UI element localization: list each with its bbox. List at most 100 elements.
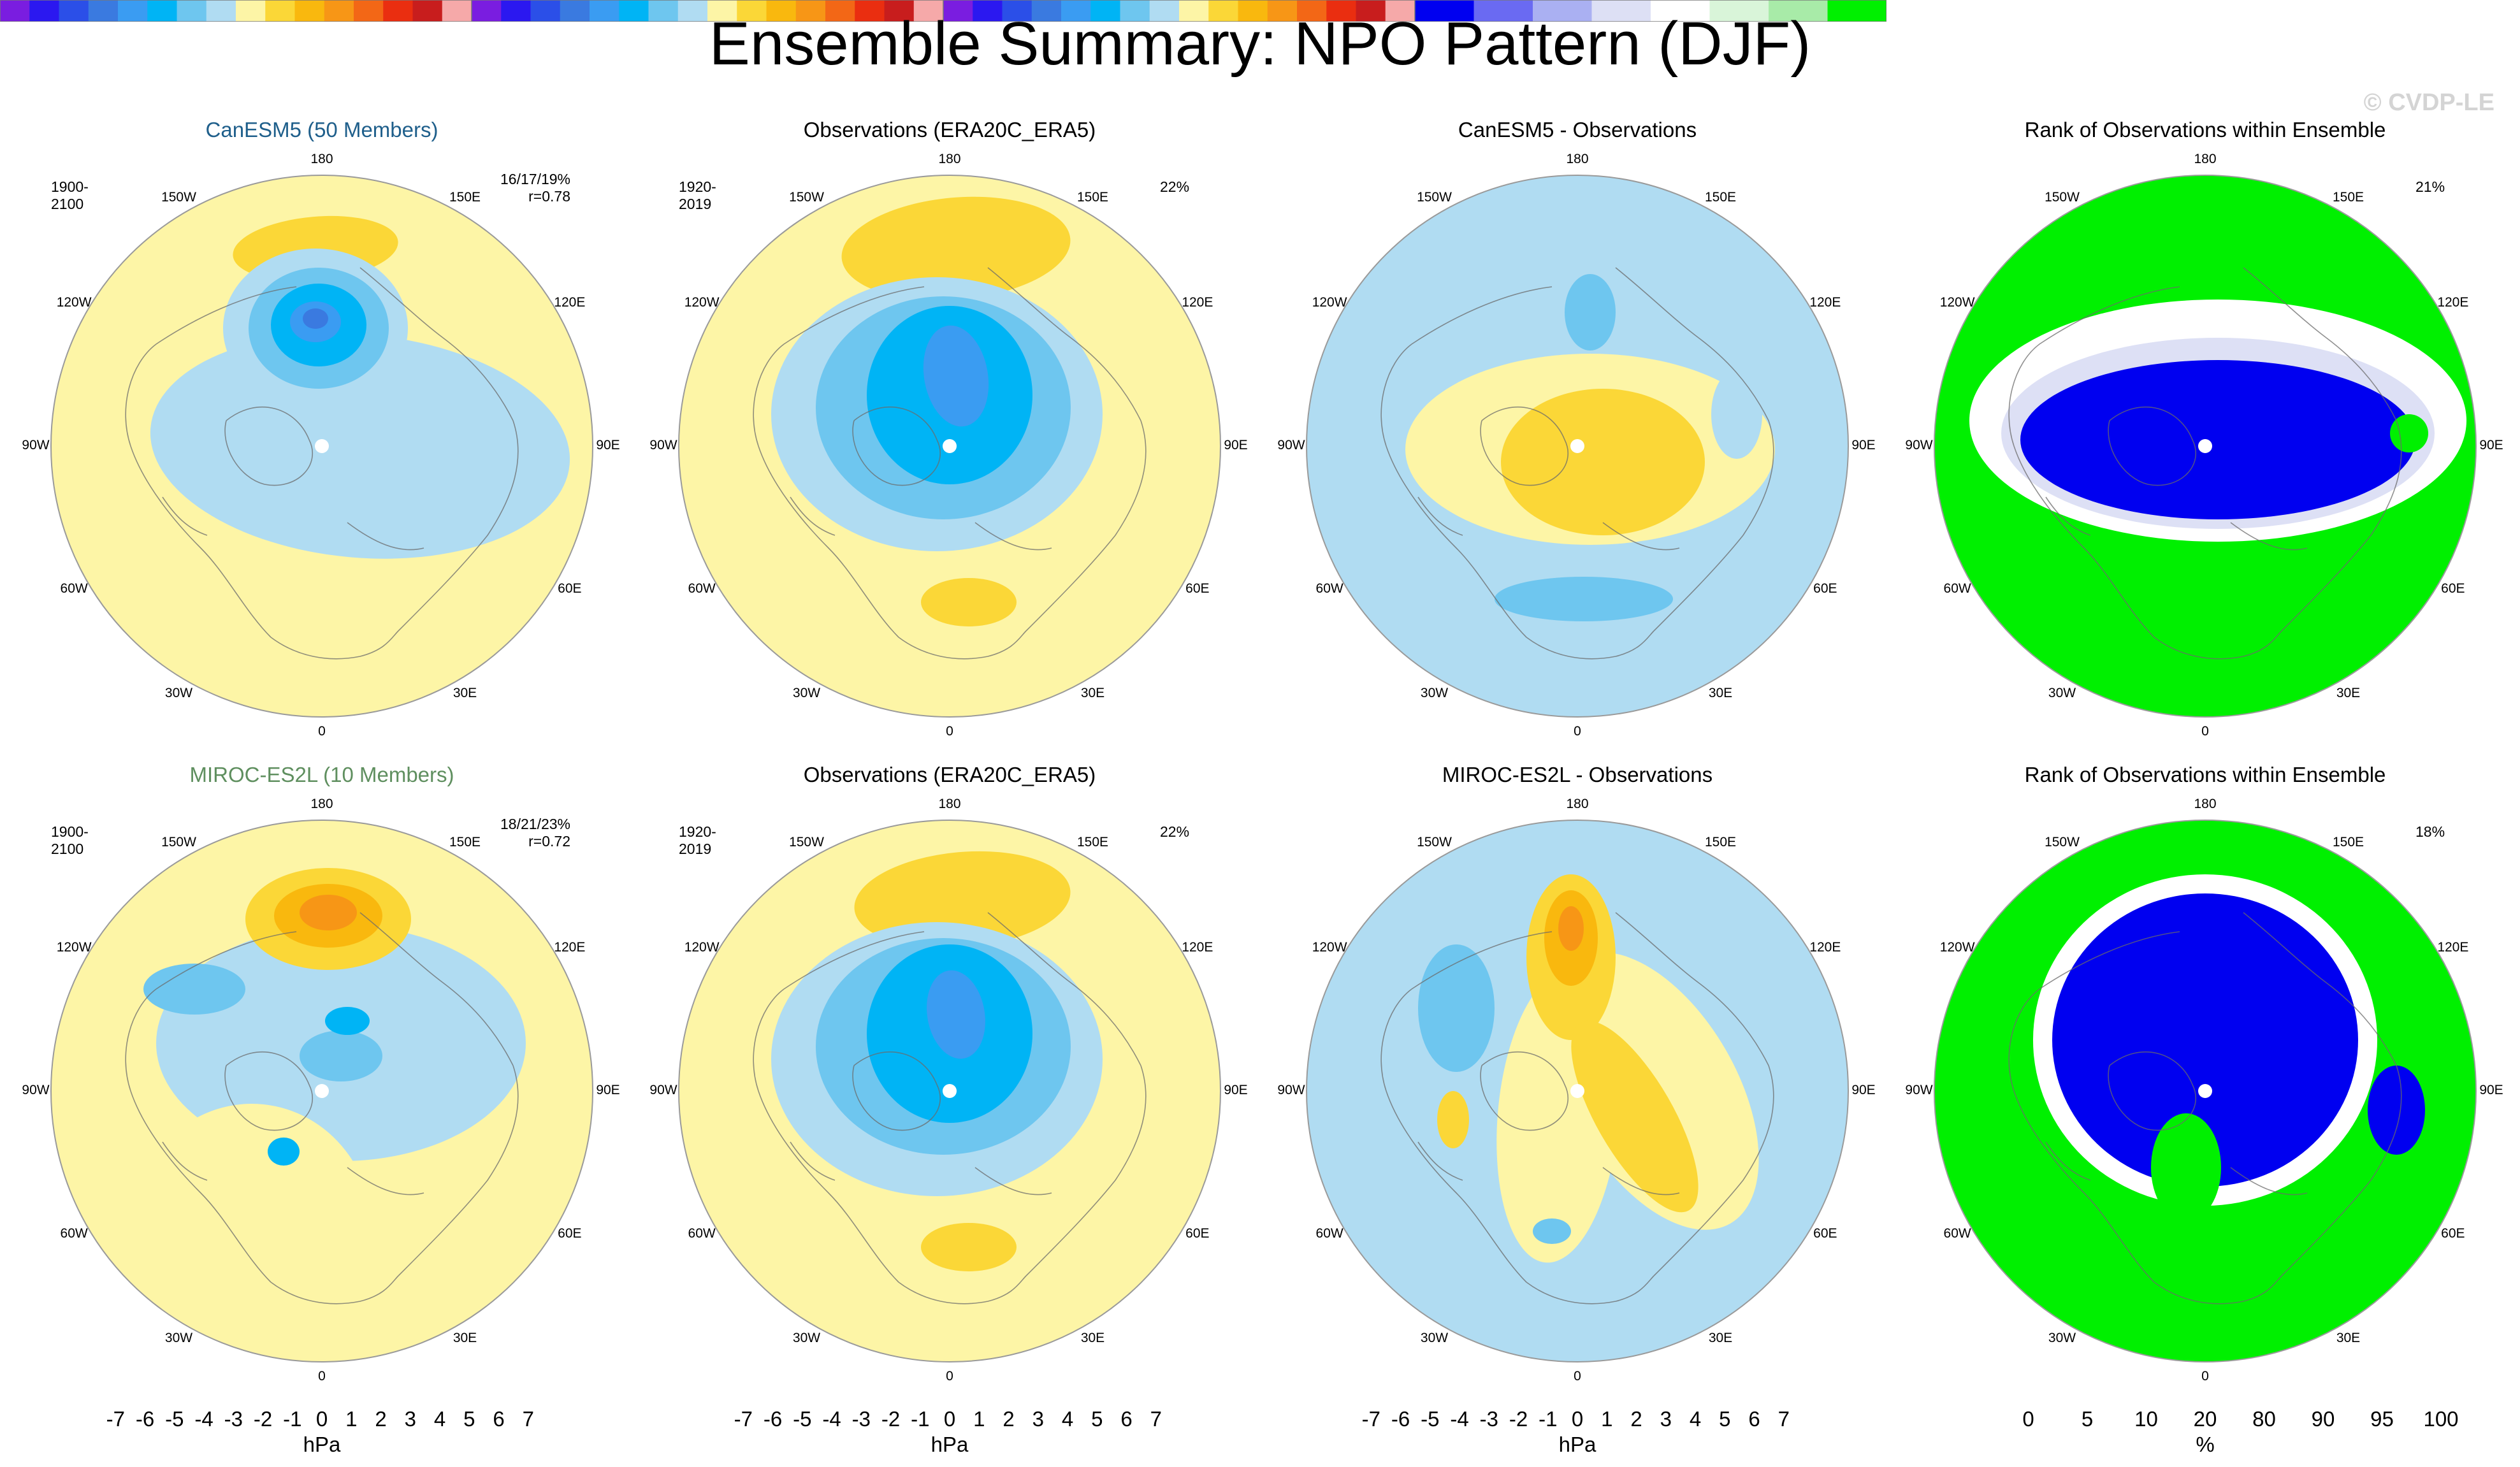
coastline xyxy=(974,1167,1052,1196)
polar-map xyxy=(50,175,593,718)
polar-map xyxy=(678,820,1221,1362)
longitude-label: 120W xyxy=(56,939,92,955)
longitude-label: 60W xyxy=(1315,1225,1343,1241)
longitude-label: 60E xyxy=(1813,1225,1837,1241)
longitude-label: 150W xyxy=(161,190,196,205)
rank-100-lobe xyxy=(2151,1113,2221,1222)
colorbar-unit: hPa xyxy=(303,1433,341,1456)
polar-map xyxy=(1306,175,1849,718)
longitude-label: 120E xyxy=(554,294,586,310)
longitude-label: 90E xyxy=(1851,438,1876,452)
colorbar-swatch xyxy=(707,0,737,22)
coastline xyxy=(987,267,1141,421)
coastline xyxy=(1653,420,1774,632)
colorbar-tick: -6 xyxy=(135,1407,155,1431)
colorbar-tick: 0 xyxy=(1571,1407,1584,1431)
longitude-label: 120W xyxy=(1939,294,1975,310)
negative-diff-1 xyxy=(1418,944,1495,1072)
longitude-label: 60W xyxy=(1943,581,1971,596)
longitude-label: 0 xyxy=(946,1369,953,1384)
longitude-label: 120W xyxy=(1312,294,1347,310)
coastline xyxy=(224,406,313,486)
map-border xyxy=(50,175,593,718)
high-mediterranean xyxy=(921,578,1017,626)
colorbar-tick: -5 xyxy=(1421,1407,1440,1431)
longitude-label: 30W xyxy=(792,1330,821,1345)
colorbar-tick: 2 xyxy=(375,1407,387,1431)
longitude-label: 150W xyxy=(789,190,824,205)
coastline xyxy=(2008,931,2180,1092)
colorbar-swatch xyxy=(825,0,855,22)
coastline xyxy=(987,912,1141,1066)
longitude-label: 90E xyxy=(596,1083,620,1097)
longitude-label: 90E xyxy=(2479,1083,2503,1097)
north-pole-marker xyxy=(2198,439,2212,453)
colorbar-swatch xyxy=(795,0,826,22)
low-center xyxy=(325,1007,370,1035)
colorbar xyxy=(943,0,1416,22)
longitude-label: 60W xyxy=(1315,581,1343,596)
colorbar-swatch xyxy=(324,0,354,22)
longitude-label: 150W xyxy=(2045,190,2080,205)
longitude-label: 90E xyxy=(1224,438,1248,452)
map-border xyxy=(678,820,1221,1362)
colorbar-swatch xyxy=(1090,0,1120,22)
map-border xyxy=(50,820,593,1362)
map-border xyxy=(1306,175,1849,718)
colorbar-tick: 6 xyxy=(1120,1407,1133,1431)
stat-line2: r=0.72 xyxy=(528,833,570,849)
colorbar-tick: 90 xyxy=(2311,1407,2335,1431)
stat-line2: r=0.78 xyxy=(528,188,570,205)
colorbar-tick: -1 xyxy=(283,1407,302,1431)
coastline xyxy=(974,522,1052,551)
longitude-label: 150W xyxy=(789,835,824,850)
longitude-label: 30E xyxy=(453,1330,477,1345)
longitude-label: 150W xyxy=(161,835,196,850)
colorbar-tick: 7 xyxy=(522,1407,534,1431)
colorbar-swatch xyxy=(1297,0,1327,22)
colorbar-tick: -3 xyxy=(224,1407,243,1431)
colorbar-swatch xyxy=(648,0,679,22)
colorbar-tick: 0 xyxy=(315,1407,328,1431)
longitude-label: 90W xyxy=(1905,438,1933,452)
longitude-label: 120W xyxy=(1312,939,1347,955)
colorbar-swatch xyxy=(472,0,502,22)
colorbar-unit: % xyxy=(2196,1433,2215,1456)
longitude-label: 60E xyxy=(1185,581,1210,596)
longitude-label: 30E xyxy=(453,685,477,700)
panel-title: Observations (ERA20C_ERA5) xyxy=(803,763,1096,786)
percent-label: 22% xyxy=(1160,823,1190,840)
longitude-label: 30E xyxy=(1080,1330,1105,1345)
percent-label: 18% xyxy=(2415,823,2445,840)
coastline xyxy=(1480,1051,1568,1131)
coastline xyxy=(2243,912,2397,1066)
longitude-label: 60W xyxy=(688,581,716,596)
colorbar-tick: 5 xyxy=(2081,1407,2094,1431)
longitude-label: 90E xyxy=(596,438,620,452)
colorbar-tick: 5 xyxy=(1091,1407,1103,1431)
colorbar-swatch xyxy=(1061,0,1091,22)
colorbar-tick: 100 xyxy=(2423,1407,2459,1431)
coastline xyxy=(1025,420,1147,632)
longitude-label: 120E xyxy=(2437,294,2469,310)
coastline xyxy=(1417,1141,1463,1181)
low-center xyxy=(923,325,989,427)
colorbar-tick: 2 xyxy=(1003,1407,1015,1431)
low-center xyxy=(303,308,328,329)
colorbar-swatch xyxy=(1709,0,1769,22)
yellow-atlantic xyxy=(131,1104,373,1359)
coastline xyxy=(2230,522,2308,551)
colorbar-tick: -4 xyxy=(1450,1407,1469,1431)
longitude-label: 180 xyxy=(310,152,333,166)
colorbar-swatch xyxy=(590,0,619,22)
colorbar-tick: 3 xyxy=(404,1407,416,1431)
longitude-label: 180 xyxy=(938,152,961,166)
colorbar-swatch xyxy=(294,0,325,22)
longitude-label: 60E xyxy=(2441,1225,2465,1241)
north-pole-marker xyxy=(315,439,329,453)
colorbar-tick: 6 xyxy=(493,1407,505,1431)
longitude-label: 150W xyxy=(2045,835,2080,850)
colorbar xyxy=(471,0,944,22)
longitude-label: 0 xyxy=(1574,724,1581,739)
longitude-label: 90W xyxy=(649,438,677,452)
